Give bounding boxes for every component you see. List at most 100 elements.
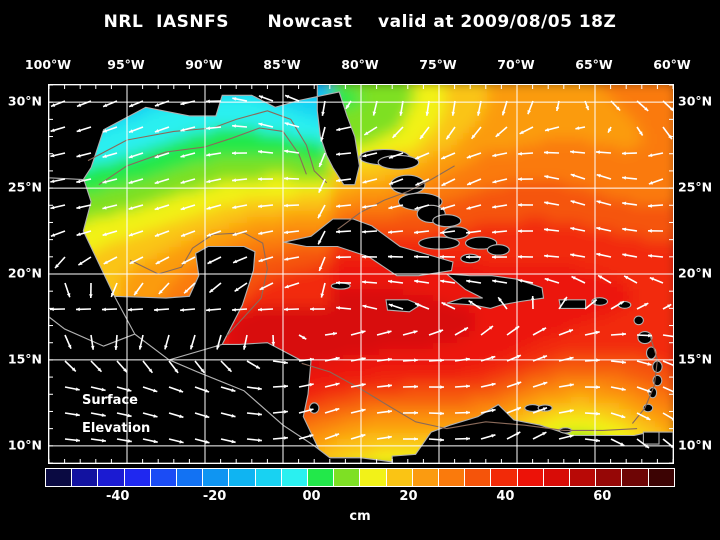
current-vector-head [362, 304, 367, 309]
current-vector-head [569, 356, 574, 361]
current-vector-head [232, 151, 236, 155]
colorbar-swatch-4[interactable] [150, 469, 178, 486]
current-vector-head [451, 111, 456, 116]
current-vector-head [516, 432, 521, 436]
colorbar-swatch-8[interactable] [255, 469, 282, 486]
current-vector-head [544, 175, 549, 179]
current-vector-head [232, 178, 236, 182]
current-vector-head [622, 253, 627, 257]
bathymetry-contour-4 [337, 165, 455, 230]
colorbar-tick-2: 00 [302, 489, 321, 504]
current-vector-head [544, 201, 549, 205]
colorbar-swatch-12[interactable] [360, 469, 387, 486]
current-vector-head [414, 206, 419, 210]
colorbar-swatch-5[interactable] [177, 469, 204, 486]
current-vector-head [50, 128, 55, 132]
current-vector-head [67, 344, 72, 349]
current-vector-head [309, 434, 314, 438]
current-vector-head [492, 153, 497, 158]
colorbar-swatch-14[interactable] [412, 469, 440, 486]
current-vector-head [50, 233, 56, 237]
lat-tick-label-left-4: 10°N [7, 437, 42, 453]
current-vector-head [440, 279, 445, 284]
current-vector-head [174, 368, 179, 373]
colorbar-swatch-1[interactable] [72, 469, 99, 486]
current-vector-head [388, 230, 392, 234]
current-vector-head [440, 385, 444, 389]
current-vector-head [123, 368, 127, 373]
colorbar-swatch-21[interactable] [596, 469, 623, 486]
colorbar-swatch-19[interactable] [543, 469, 571, 486]
current-vector-head [439, 329, 444, 333]
colorbar-swatch-16[interactable] [465, 469, 492, 486]
current-vector-head [206, 153, 211, 157]
current-vector-head [231, 388, 236, 392]
current-vector-head [232, 97, 237, 101]
current-vector-head [466, 230, 471, 235]
current-vector-head [75, 412, 80, 417]
map-plot-area[interactable]: Surface Elevation [48, 84, 674, 464]
current-vector-head [672, 392, 673, 394]
colorbar-swatch-13[interactable] [386, 469, 413, 486]
current-vector-head [415, 155, 420, 160]
current-vector-head [102, 154, 107, 158]
lon-tick-label-0: 100°W [24, 57, 72, 72]
current-vector-head [155, 260, 160, 264]
current-vector-head [258, 438, 262, 442]
current-vector-head [392, 133, 397, 138]
current-vector-head [563, 296, 567, 302]
landmass-hispaniola [445, 273, 545, 309]
current-vector-head [128, 154, 133, 159]
current-vector-head [310, 307, 314, 311]
current-vector-head [76, 232, 81, 236]
current-vector-head [492, 230, 496, 234]
colorbar-swatch-17[interactable] [491, 469, 518, 486]
current-vector-head [387, 330, 392, 334]
colorbar-swatch-18[interactable] [517, 469, 544, 486]
current-vector-head [206, 233, 212, 237]
current-vector-head [671, 418, 673, 421]
current-vector-head [334, 433, 340, 437]
colorbar-swatch-7[interactable] [229, 469, 256, 486]
colorbar-swatch-10[interactable] [308, 469, 335, 486]
current-vector-head [361, 357, 366, 361]
colorbar-swatch-22[interactable] [622, 469, 649, 486]
current-vector-head [388, 155, 394, 159]
current-vector-head [622, 360, 626, 364]
lon-tick-label-3: 85°W [263, 57, 301, 72]
island-10 [460, 253, 481, 264]
current-vector-head [216, 345, 220, 350]
current-vector-head [592, 299, 597, 304]
current-vector-head [527, 110, 531, 115]
colorbar[interactable] [45, 468, 675, 487]
colorbar-swatch-3[interactable] [124, 469, 151, 486]
current-vector-head [388, 303, 393, 308]
colorbar-swatch-11[interactable] [334, 469, 361, 486]
colorbar-swatch-15[interactable] [439, 469, 466, 486]
current-vector-head [595, 438, 600, 443]
colorbar-swatch-9[interactable] [281, 469, 309, 486]
current-vector-head [361, 408, 366, 413]
current-vector-head [414, 279, 419, 284]
current-vector-head [336, 255, 340, 259]
current-vector-head [255, 365, 260, 369]
current-vector-head [466, 255, 470, 259]
current-vector-head [544, 254, 548, 258]
colorbar-swatch-20[interactable] [570, 469, 597, 486]
current-vector-head [420, 134, 424, 139]
surface-elevation-field [49, 85, 673, 463]
current-vector-head [180, 206, 185, 211]
current-vector-head [585, 105, 589, 111]
bathymetry-contour-1 [98, 127, 307, 186]
current-vector-head [242, 345, 247, 350]
current-vector-head [647, 362, 652, 366]
current-vector-head [544, 227, 549, 232]
colorbar-swatch-2[interactable] [98, 469, 125, 486]
colorbar-swatch-6[interactable] [203, 469, 230, 486]
current-vector-head [232, 232, 237, 236]
colorbar-swatch-0[interactable] [46, 469, 73, 486]
chart-title-bar: NRL IASNFS Nowcast valid at 2009/08/05 1… [0, 8, 720, 36]
colorbar-swatch-23[interactable] [648, 469, 674, 486]
current-vector-head [622, 201, 627, 206]
current-vector-head [468, 300, 473, 305]
